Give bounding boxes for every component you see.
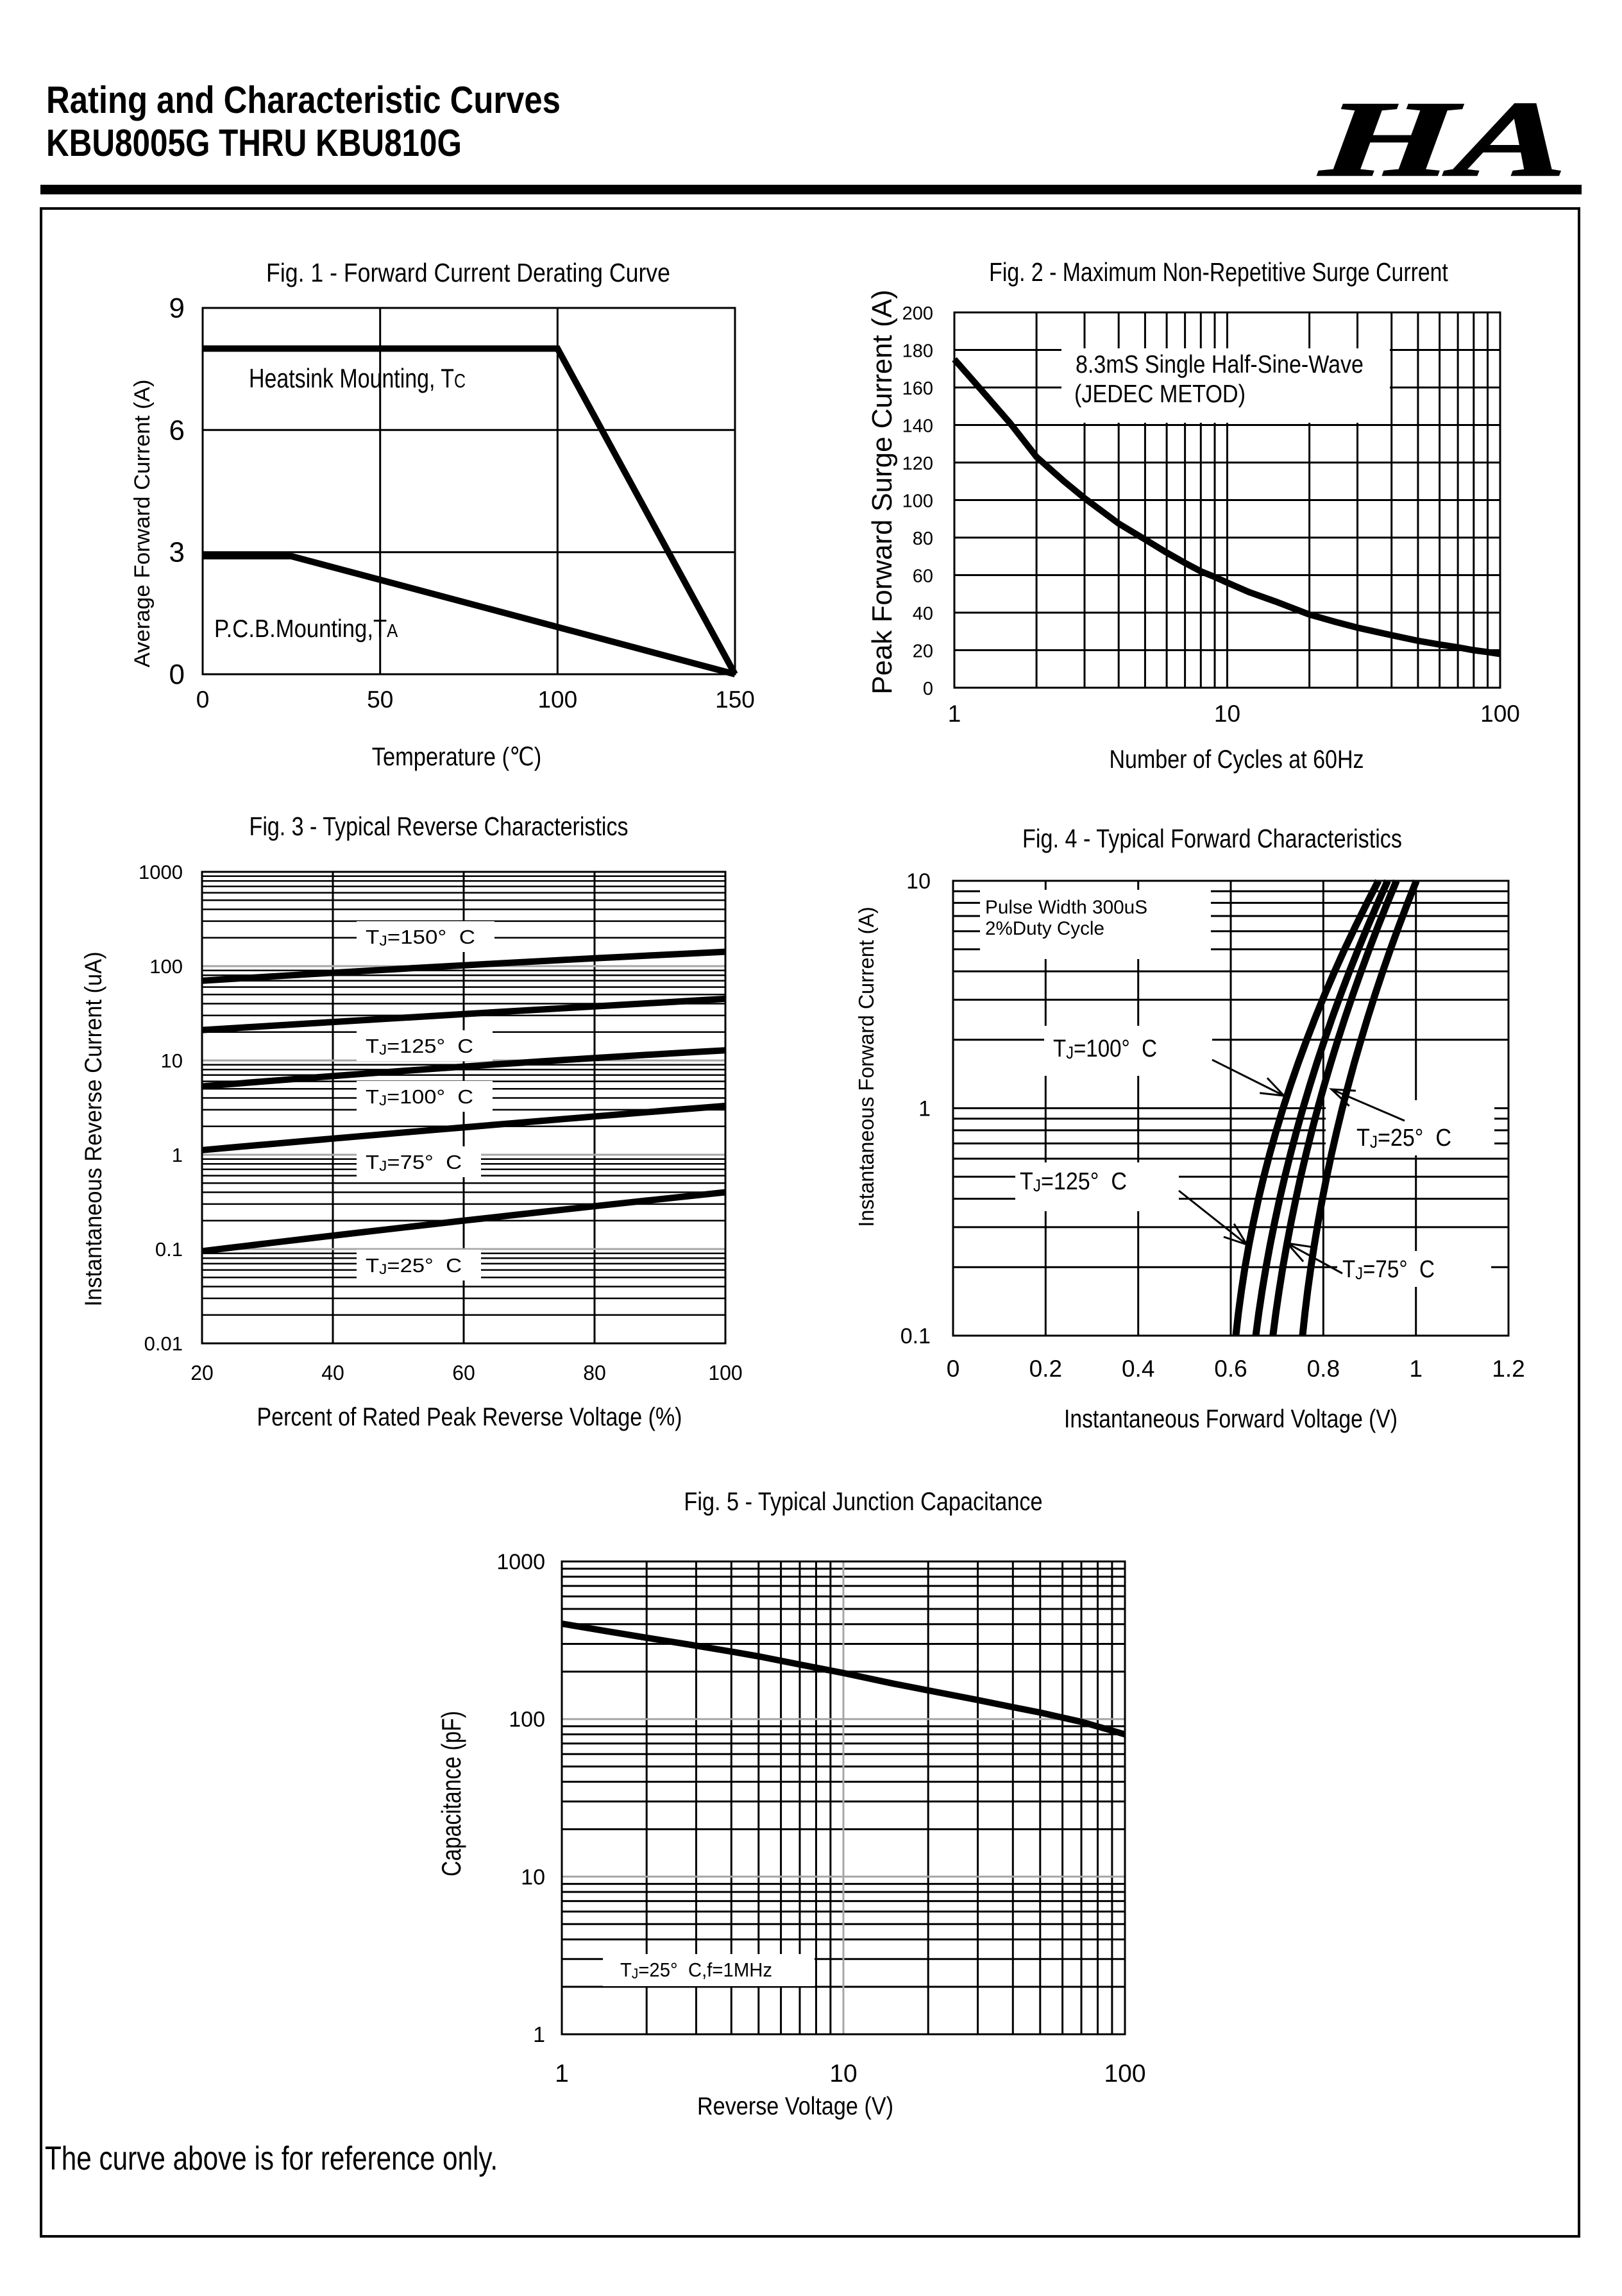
svg-text:TJ=25° C,f=1MHz: TJ=25° C,f=1MHz	[620, 1959, 772, 1982]
svg-text:100: 100	[537, 686, 577, 713]
svg-text:100: 100	[708, 1361, 742, 1384]
svg-text:Percent of Rated Peak Reverse: Percent of Rated Peak Reverse Voltage (%…	[257, 1402, 682, 1431]
svg-text:140: 140	[902, 416, 933, 437]
svg-text:100: 100	[1480, 701, 1520, 727]
svg-text:9: 9	[169, 293, 185, 324]
svg-text:80: 80	[913, 529, 933, 549]
svg-text:Average Forward Current (A): Average Forward Current (A)	[130, 379, 155, 667]
svg-text:20: 20	[190, 1361, 214, 1384]
svg-text:0.8: 0.8	[1307, 1356, 1340, 1382]
svg-text:TJ=100° C: TJ=100° C	[1053, 1035, 1157, 1063]
svg-text:1000: 1000	[139, 861, 183, 883]
svg-text:Temperature (℃): Temperature (℃)	[372, 742, 541, 771]
svg-text:100: 100	[509, 1708, 545, 1732]
svg-text:6: 6	[169, 414, 185, 446]
svg-text:The curve above is for referen: The curve above is for reference only.	[45, 2140, 498, 2177]
svg-text:40: 40	[913, 604, 933, 624]
svg-text:Fig. 4 - Typical Forward Chara: Fig. 4 - Typical Forward Characteristics	[1022, 824, 1402, 853]
svg-text:Heatsink Mounting, TC: Heatsink Mounting, TC	[249, 364, 466, 394]
svg-text:TJ=75° C: TJ=75° C	[366, 1151, 462, 1174]
svg-text:HA: HA	[1315, 80, 1575, 199]
svg-text:50: 50	[367, 686, 393, 713]
svg-text:100: 100	[149, 955, 183, 978]
svg-text:1: 1	[918, 1097, 931, 1121]
svg-text:80: 80	[583, 1361, 606, 1384]
svg-text:KBU8005G THRU KBU810G: KBU8005G THRU KBU810G	[46, 122, 462, 164]
svg-text:150: 150	[715, 686, 755, 713]
svg-text:100: 100	[1104, 2060, 1145, 2088]
svg-text:40: 40	[321, 1361, 344, 1384]
svg-text:0: 0	[169, 659, 185, 690]
svg-text:Pulse Width 300uS: Pulse Width 300uS	[985, 897, 1147, 918]
svg-text:Peak Forward Surge Current (A): Peak Forward Surge Current (A)	[866, 290, 898, 695]
svg-text:0.1: 0.1	[900, 1324, 931, 1348]
svg-text:2%Duty Cycle: 2%Duty Cycle	[985, 918, 1104, 939]
svg-text:(JEDEC METOD): (JEDEC METOD)	[1074, 380, 1246, 408]
svg-text:200: 200	[902, 303, 933, 324]
svg-text:Fig. 3 - Typical Reverse Chara: Fig. 3 - Typical Reverse Characteristics	[249, 812, 629, 841]
svg-text:60: 60	[452, 1361, 475, 1384]
svg-text:TJ=75° C: TJ=75° C	[1342, 1255, 1435, 1283]
svg-text:1: 1	[948, 701, 961, 727]
svg-text:P.C.B.Mounting,TA: P.C.B.Mounting,TA	[214, 615, 398, 642]
svg-text:Fig. 2 - Maximum Non-Repetitiv: Fig. 2 - Maximum Non-Repetitive Surge Cu…	[989, 257, 1448, 287]
svg-text:Fig. 1 - Forward Current Derat: Fig. 1 - Forward Current Derating Curve	[266, 259, 670, 288]
svg-text:10: 10	[829, 2060, 857, 2088]
svg-text:0.1: 0.1	[155, 1238, 183, 1261]
svg-text:Number of Cycles at 60Hz: Number of Cycles at 60Hz	[1109, 744, 1364, 773]
svg-text:Reverse Voltage (V): Reverse Voltage (V)	[697, 2092, 893, 2120]
svg-text:120: 120	[902, 454, 933, 474]
svg-text:10: 10	[161, 1050, 183, 1072]
svg-text:0: 0	[923, 679, 933, 699]
svg-text:160: 160	[902, 378, 933, 399]
svg-text:1000: 1000	[496, 1550, 545, 1574]
svg-text:Instantaneous Reverse Current: Instantaneous Reverse Current (uA)	[80, 951, 106, 1306]
svg-text:0.6: 0.6	[1214, 1356, 1247, 1382]
svg-text:60: 60	[913, 566, 933, 587]
svg-text:1.2: 1.2	[1492, 1356, 1525, 1382]
svg-text:8.3mS Single Half-Sine-Wave: 8.3mS Single Half-Sine-Wave	[1076, 350, 1364, 378]
svg-text:0.01: 0.01	[144, 1332, 183, 1355]
svg-text:Rating and Characteristic Curv: Rating and Characteristic Curves	[46, 78, 561, 121]
svg-text:0.2: 0.2	[1029, 1356, 1062, 1382]
svg-text:10: 10	[521, 1865, 545, 1889]
svg-text:Instantaneous Forward Voltage: Instantaneous Forward Voltage (V)	[1064, 1404, 1398, 1433]
svg-text:1: 1	[555, 2060, 569, 2088]
svg-text:3: 3	[169, 537, 185, 568]
svg-text:0.4: 0.4	[1122, 1356, 1154, 1382]
svg-text:TJ=125° C: TJ=125° C	[366, 1035, 473, 1058]
svg-text:100: 100	[902, 491, 933, 512]
svg-text:TJ=25° C: TJ=25° C	[1356, 1123, 1451, 1152]
svg-text:180: 180	[902, 341, 933, 362]
svg-text:1: 1	[172, 1144, 183, 1166]
svg-text:20: 20	[913, 642, 933, 662]
svg-text:TJ=125° C: TJ=125° C	[1020, 1167, 1127, 1195]
svg-text:0: 0	[196, 686, 210, 713]
svg-text:0: 0	[947, 1356, 960, 1382]
svg-text:10: 10	[1214, 701, 1240, 727]
svg-text:Fig. 5 - Typical Junction Capa: Fig. 5 - Typical Junction Capacitance	[684, 1486, 1042, 1515]
svg-text:Capacitance (pF): Capacitance (pF)	[437, 1711, 467, 1876]
svg-text:Instantaneous Forward Current: Instantaneous Forward Current (A)	[854, 906, 878, 1227]
svg-text:10: 10	[906, 869, 931, 894]
svg-text:1: 1	[1409, 1356, 1423, 1382]
svg-text:1: 1	[533, 2023, 545, 2047]
